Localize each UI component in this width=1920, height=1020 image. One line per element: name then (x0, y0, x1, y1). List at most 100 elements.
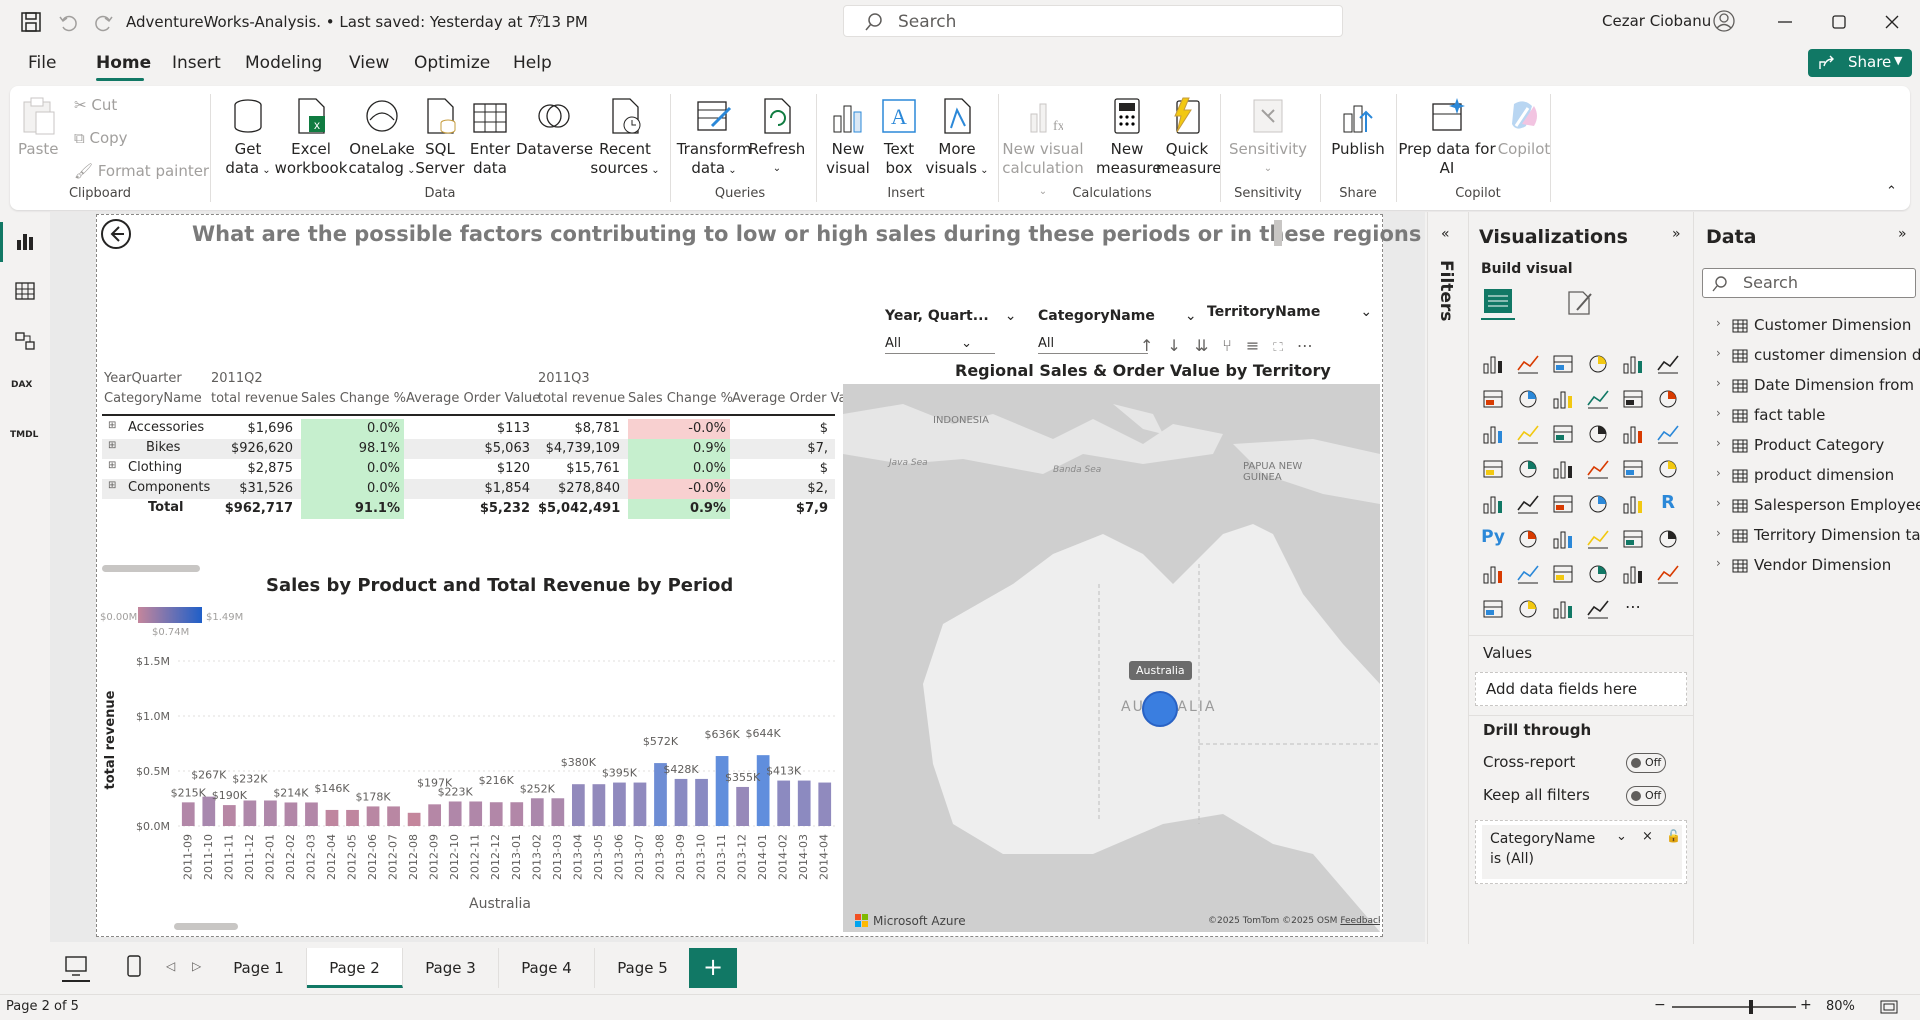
expand-table-icon[interactable]: › (1716, 526, 1721, 540)
custom-4-visual-icon[interactable] (1621, 562, 1645, 586)
bar[interactable] (797, 780, 811, 826)
bar[interactable] (613, 782, 626, 826)
data-table-item[interactable]: Vendor Dimension (1754, 556, 1892, 574)
collapse-ribbon-icon[interactable]: ⌃ (1886, 184, 1897, 199)
fit-to-page-icon[interactable] (1880, 1000, 1898, 1014)
recent-sources-button[interactable]: Recent sources ⌄ (590, 96, 660, 180)
drillthrough-filter-card[interactable]: CategoryName is (All) ⌄ × 🔓 (1475, 820, 1687, 884)
data-table-item[interactable]: Product Category (1754, 436, 1885, 454)
paginated-visual-icon[interactable] (1481, 562, 1505, 586)
bar[interactable] (530, 798, 544, 826)
new-visual-calculation-button[interactable]: fx New visual calculation ⌄ (998, 96, 1088, 201)
narrative-visual-icon[interactable] (1621, 527, 1645, 551)
bar[interactable] (366, 806, 380, 826)
data-search-input[interactable]: Search (1702, 268, 1916, 298)
map-feedback-link[interactable]: Feedback (1340, 916, 1380, 926)
dataverse-button[interactable]: Dataverse (516, 96, 593, 159)
menu-file[interactable]: File (28, 53, 57, 73)
bar[interactable] (325, 809, 339, 826)
prep-data-for-ai-button[interactable]: Prep data for AI (1396, 96, 1498, 178)
menu-modeling[interactable]: Modeling (245, 53, 323, 73)
expand-table-icon[interactable]: › (1716, 346, 1721, 360)
mobile-layout-icon[interactable] (124, 954, 144, 978)
refresh-button[interactable]: Refresh ⌄ (748, 96, 806, 178)
slicer-year-quarter[interactable]: Year, Quart... ⌄ All ⌄ (885, 308, 1016, 354)
cross-report-toggle[interactable]: Off (1626, 753, 1666, 773)
bar[interactable] (181, 802, 195, 826)
desktop-layout-icon[interactable] (64, 954, 88, 978)
values-field-well[interactable]: Add data fields here (1475, 672, 1687, 706)
chevron-down-icon[interactable]: ⌄ (1616, 829, 1627, 844)
100-area-visual-icon[interactable] (1586, 387, 1610, 411)
filter-icon[interactable]: ≡ (1245, 336, 1274, 355)
data-table-item[interactable]: product dimension (1754, 466, 1895, 484)
qa-visual-icon[interactable] (1586, 527, 1610, 551)
custom-3-visual-icon[interactable] (1586, 562, 1610, 586)
bar[interactable] (428, 804, 442, 826)
maximize-icon[interactable] (1829, 12, 1849, 32)
area-visual-icon[interactable] (1516, 387, 1540, 411)
data-table-item[interactable]: fact table (1754, 406, 1826, 424)
bar[interactable] (674, 778, 688, 826)
data-table-item[interactable]: Date Dimension from ... (1754, 376, 1920, 394)
expand-all-down-icon[interactable]: ⇊ (1194, 336, 1223, 355)
zoom-slider-track[interactable] (1672, 1006, 1796, 1008)
menu-view[interactable]: View (349, 53, 390, 73)
more-options-icon[interactable]: ⋯ (1296, 336, 1327, 355)
custom-5-visual-icon[interactable] (1656, 562, 1680, 586)
filters-pane-collapsed[interactable]: « Filters (1427, 212, 1468, 982)
bar[interactable] (571, 784, 585, 826)
expand-table-icon[interactable]: › (1716, 466, 1721, 480)
user-name[interactable]: Cezar Ciobanu (1602, 12, 1712, 30)
page-tab[interactable]: Page 5 (595, 948, 691, 988)
table-view-icon[interactable] (14, 280, 36, 302)
bar[interactable] (448, 801, 462, 826)
bar[interactable] (654, 763, 667, 826)
menu-insert[interactable]: Insert (172, 53, 221, 73)
copilot-button[interactable]: Copilot (1496, 96, 1552, 159)
avatar-visual-icon[interactable] (1586, 597, 1610, 621)
bar[interactable] (756, 755, 770, 826)
bar[interactable] (305, 802, 318, 826)
collapse-pane-icon[interactable]: » (1672, 226, 1681, 242)
power-apps-visual-icon[interactable] (1481, 597, 1505, 621)
expand-table-icon[interactable]: › (1716, 496, 1721, 510)
drill-up-icon[interactable]: ↑ (1140, 336, 1168, 355)
r-visual-visual-icon[interactable]: R (1661, 492, 1675, 513)
expand-row-icon[interactable]: ⊞ (108, 440, 117, 451)
bar[interactable] (592, 784, 606, 826)
data-table-item[interactable]: Salesperson Employee... (1754, 496, 1920, 514)
chart-scrollbar[interactable] (174, 923, 238, 930)
donut-visual-icon[interactable] (1656, 422, 1680, 446)
table-visual-icon[interactable] (1586, 492, 1610, 516)
filled-map-visual-icon[interactable] (1551, 457, 1575, 481)
matrix-scrollbar[interactable] (102, 565, 200, 572)
new-measure-button[interactable]: New measure (1096, 96, 1161, 178)
bar[interactable] (551, 798, 565, 826)
more-visuals-button[interactable]: More visuals ⌄ (924, 96, 990, 180)
sales-bar-chart[interactable]: $0.00M $1.49M $0.74M $0.0M $0.5M $1.0M $1.5M to… (100, 600, 840, 935)
bar[interactable] (469, 801, 483, 826)
transform-data-button[interactable]: Transform data ⌄ (672, 96, 756, 180)
bar[interactable] (695, 778, 708, 826)
menu-optimize[interactable]: Optimize (414, 53, 491, 73)
bar[interactable] (264, 800, 277, 826)
decomp-tree-visual-icon[interactable] (1551, 527, 1575, 551)
custom-2-visual-icon[interactable] (1551, 562, 1575, 586)
clustered-column-visual-icon[interactable] (1586, 352, 1610, 376)
bar[interactable] (243, 800, 257, 826)
key-influencers-visual-icon[interactable] (1516, 527, 1540, 551)
excel-workbook-button[interactable]: x Excel workbook (272, 96, 350, 178)
zoom-in-icon[interactable]: + (1800, 997, 1812, 1013)
expand-row-icon[interactable]: ⊞ (108, 460, 117, 471)
sensitivity-button[interactable]: Sensitivity ⌄ (1224, 96, 1312, 178)
expand-table-icon[interactable]: › (1716, 406, 1721, 420)
timer-visual-icon[interactable] (1551, 597, 1575, 621)
bar[interactable] (633, 782, 647, 826)
next-page-icon[interactable]: ▷ (192, 959, 202, 973)
bar[interactable] (222, 805, 236, 826)
bar[interactable] (715, 756, 729, 826)
line-clustered-column-visual-icon[interactable] (1656, 387, 1680, 411)
bar[interactable] (284, 802, 298, 826)
format-visual-icon[interactable] (1565, 288, 1595, 316)
